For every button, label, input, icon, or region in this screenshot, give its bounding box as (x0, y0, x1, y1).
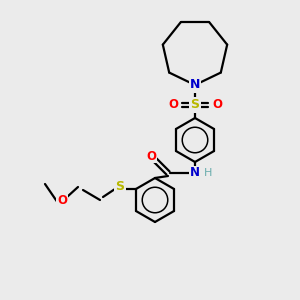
Text: S: S (116, 181, 124, 194)
Text: O: O (168, 98, 178, 112)
Text: O: O (57, 194, 67, 206)
Text: H: H (204, 168, 212, 178)
Text: O: O (212, 98, 222, 112)
Text: N: N (190, 79, 200, 92)
Text: O: O (146, 149, 156, 163)
Text: N: N (190, 167, 200, 179)
Text: S: S (190, 98, 200, 112)
